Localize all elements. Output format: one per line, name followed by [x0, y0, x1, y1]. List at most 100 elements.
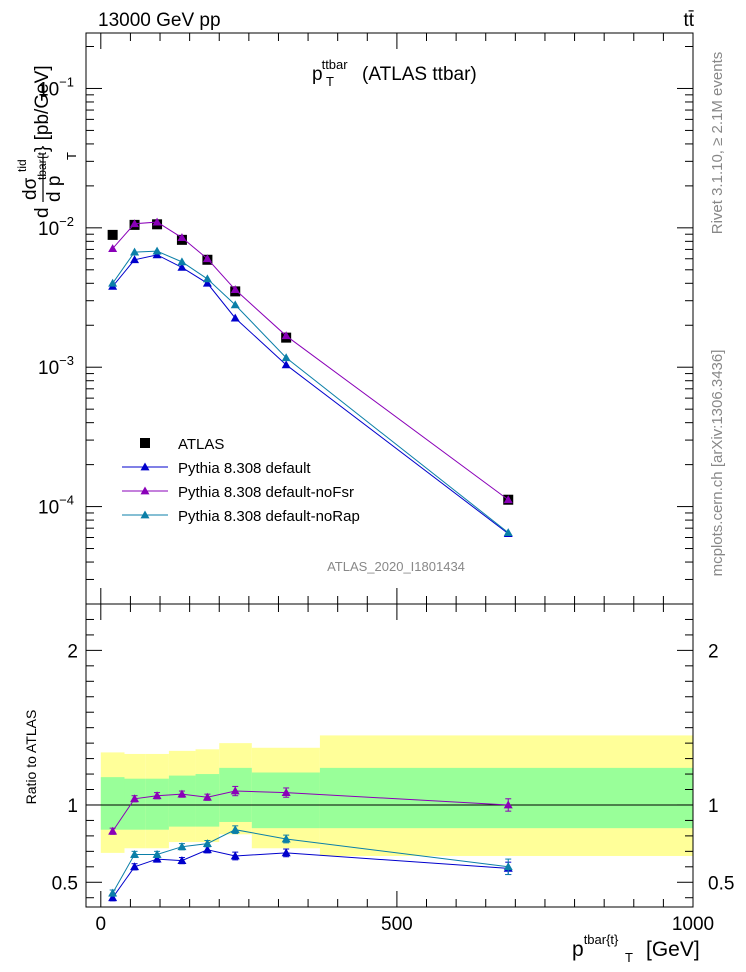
ratio-y-tick-label-left: 0.5 [52, 873, 78, 894]
ratio-y-tick-label-left: 2 [67, 641, 78, 662]
ratio-y-axis-label: Ratio to ATLAS [23, 710, 39, 805]
source-label: mcplots.cern.ch [arXiv:1306.3436] [709, 350, 726, 577]
ylabel-sub: tbar{t [35, 151, 49, 180]
ratio-series-layer [108, 785, 513, 902]
main-y-tick-label: 10−2 [38, 214, 74, 240]
legend-label: Pythia 8.308 default [178, 460, 311, 477]
band-stat-unc [100, 777, 125, 830]
series-point [130, 219, 140, 228]
rivet-label: Rivet 3.1.10, ≥ 2.1M events [709, 52, 726, 235]
ylabel-unit: } [pb/GeV] [32, 65, 53, 152]
title-p: p [312, 64, 323, 85]
main-axis-ticks [86, 33, 694, 605]
series-point [152, 246, 162, 255]
band-stat-unc [251, 772, 320, 829]
ratio-point [230, 786, 240, 795]
series-point [281, 331, 291, 340]
main-series-3 [108, 246, 513, 537]
header-right: tt̄ [683, 10, 694, 31]
ylabel-dp: d p [44, 176, 65, 202]
ratio-line [112, 849, 509, 899]
series-point [202, 274, 212, 283]
ratio-point [230, 851, 240, 860]
title-rest: (ATLAS ttbar) [362, 64, 477, 85]
ratio-point [177, 856, 187, 864]
ratio-axis-ticks [86, 603, 694, 907]
main-y-tick-label: 10−4 [38, 493, 74, 519]
ratio-point [281, 834, 291, 843]
plot-title: pttbar T (ATLAS ttbar) [312, 57, 477, 89]
ratio-point [152, 849, 162, 858]
ratio-point [230, 825, 240, 834]
ratio-point [108, 893, 118, 902]
title-sup: ttbar [322, 57, 349, 72]
xlabel-unit: [GeV] [646, 938, 700, 961]
series-point [108, 278, 118, 287]
ratio-point [281, 788, 291, 796]
xlabel-p: p [572, 938, 584, 961]
series-point [177, 257, 187, 266]
series-point [177, 262, 187, 271]
series-point [230, 285, 240, 294]
ratio-series-1 [108, 785, 513, 835]
analysis-watermark: ATLAS_2020_I1801434 [327, 559, 465, 574]
ratio-y-tick-label-left: 1 [67, 796, 78, 817]
ratio-y-tick-label-right: 2 [708, 641, 719, 662]
ratio-line [112, 829, 509, 894]
ylabel-T: T [64, 152, 79, 160]
series-point [230, 300, 240, 309]
legend-marker-atlas [140, 438, 150, 448]
series-point [202, 278, 212, 287]
ratio-y-tick-label-right: 0.5 [708, 873, 734, 894]
ratio-point [202, 845, 212, 854]
ylabel-dsigma: dσ [20, 177, 41, 200]
series-point [230, 313, 240, 322]
ratio-point [177, 842, 187, 851]
main-series-2 [108, 217, 513, 504]
ratio-point [130, 794, 140, 803]
series-point [152, 217, 162, 226]
main-series-layer [107, 217, 514, 537]
ratio-line [112, 790, 509, 832]
legend-label: Pythia 8.308 default-noFsr [178, 484, 354, 501]
atlas-point [107, 229, 118, 240]
ratio-point [177, 789, 187, 798]
main-y-tick-label: 10−1 [38, 74, 74, 100]
ratio-point [281, 848, 291, 857]
series-point [130, 247, 140, 256]
ratio-point [152, 854, 162, 863]
ratio-point [130, 849, 140, 858]
series-point [503, 495, 513, 504]
ratio-point [152, 791, 162, 800]
ratio-point [503, 862, 513, 871]
x-axis-label: ptbar{t} T [GeV] [572, 932, 700, 965]
ratio-point [202, 839, 212, 847]
series-line [112, 221, 509, 501]
main-y-axis-label: d dσ tid d p tbar{t T } [pb/GeV] [15, 65, 79, 218]
xlabel-sup: tbar{t} [584, 932, 619, 947]
ratio-point [130, 862, 140, 871]
xlabel-sub: T [625, 950, 633, 965]
series-point [202, 254, 212, 263]
legend-label: ATLAS [178, 436, 224, 453]
ratio-point [202, 792, 212, 801]
ratio-tick-labels: 0.5 0.5 1 1 2 2 0 500 1000 [52, 641, 735, 935]
legend: ATLAS Pythia 8.308 default Pythia 8.308 de… [122, 436, 360, 525]
legend-marker [140, 486, 150, 495]
x-tick-label: 1000 [672, 914, 714, 935]
ratio-series-2 [108, 825, 513, 897]
series-line [112, 254, 509, 534]
series-point [177, 233, 187, 242]
main-y-tick-labels: 10−1 10−2 10−3 10−4 [38, 74, 74, 518]
ratio-y-tick-label-right: 1 [708, 796, 719, 817]
series-point [130, 255, 140, 264]
series-line [112, 250, 509, 534]
main-y-tick-label: 10−3 [38, 353, 74, 379]
band-stat-unc [145, 778, 169, 830]
ratio-point [503, 800, 513, 809]
series-point [281, 360, 291, 369]
band-stat-unc [124, 778, 146, 830]
ylabel-sigma-sup: tid [15, 159, 29, 172]
x-tick-label: 0 [96, 914, 107, 935]
